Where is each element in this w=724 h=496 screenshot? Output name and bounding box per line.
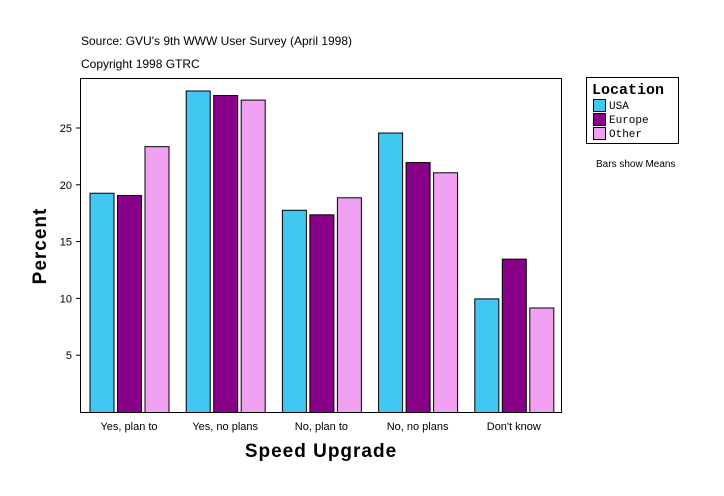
legend-label: Other <box>609 129 642 141</box>
chart-title: Source: GVU's 9th WWW User Survey (April… <box>81 34 352 48</box>
y-tick-label: 15 <box>60 237 72 249</box>
x-tick-label: Yes, no plans <box>192 421 258 433</box>
legend-swatch-other <box>593 127 606 140</box>
bar-other <box>336 197 362 413</box>
bar-usa <box>474 298 500 414</box>
bar-europe <box>117 195 142 413</box>
x-axis-label: Speed Upgrade <box>245 441 397 462</box>
bar-usa <box>89 192 115 413</box>
bar-other <box>529 307 555 414</box>
bar-usa <box>281 209 307 413</box>
chart-subtitle: Copyright 1998 GTRC <box>81 57 200 71</box>
bar-europe <box>501 258 527 413</box>
legend-label: USA <box>609 101 629 113</box>
legend-swatch-europe <box>593 113 606 126</box>
y-tick-label: 20 <box>60 180 72 192</box>
bar-usa <box>185 90 211 413</box>
bar-other <box>144 146 170 413</box>
bar-europe <box>309 214 335 413</box>
y-tick-label: 10 <box>60 293 72 305</box>
bar-usa <box>378 132 404 413</box>
x-tick-label: Yes, plan to <box>100 421 157 433</box>
y-tick-label: 5 <box>66 350 72 362</box>
y-axis-label: Percent <box>30 208 51 285</box>
bar-europe <box>405 162 431 413</box>
x-tick-label: Don't know <box>487 421 541 433</box>
y-tick-label: 25 <box>60 123 72 135</box>
bar-europe <box>213 95 239 414</box>
legend: Location USA Europe Other <box>586 77 679 144</box>
x-tick-label: No, plan to <box>295 421 348 433</box>
bar-other <box>433 172 459 413</box>
legend-label: Europe <box>609 115 649 127</box>
legend-swatch-usa <box>593 99 606 112</box>
bar-other <box>240 99 266 414</box>
x-tick-label: No, no plans <box>387 421 449 433</box>
bars-note: Bars show Means <box>596 159 675 170</box>
legend-title: Location <box>592 82 664 99</box>
